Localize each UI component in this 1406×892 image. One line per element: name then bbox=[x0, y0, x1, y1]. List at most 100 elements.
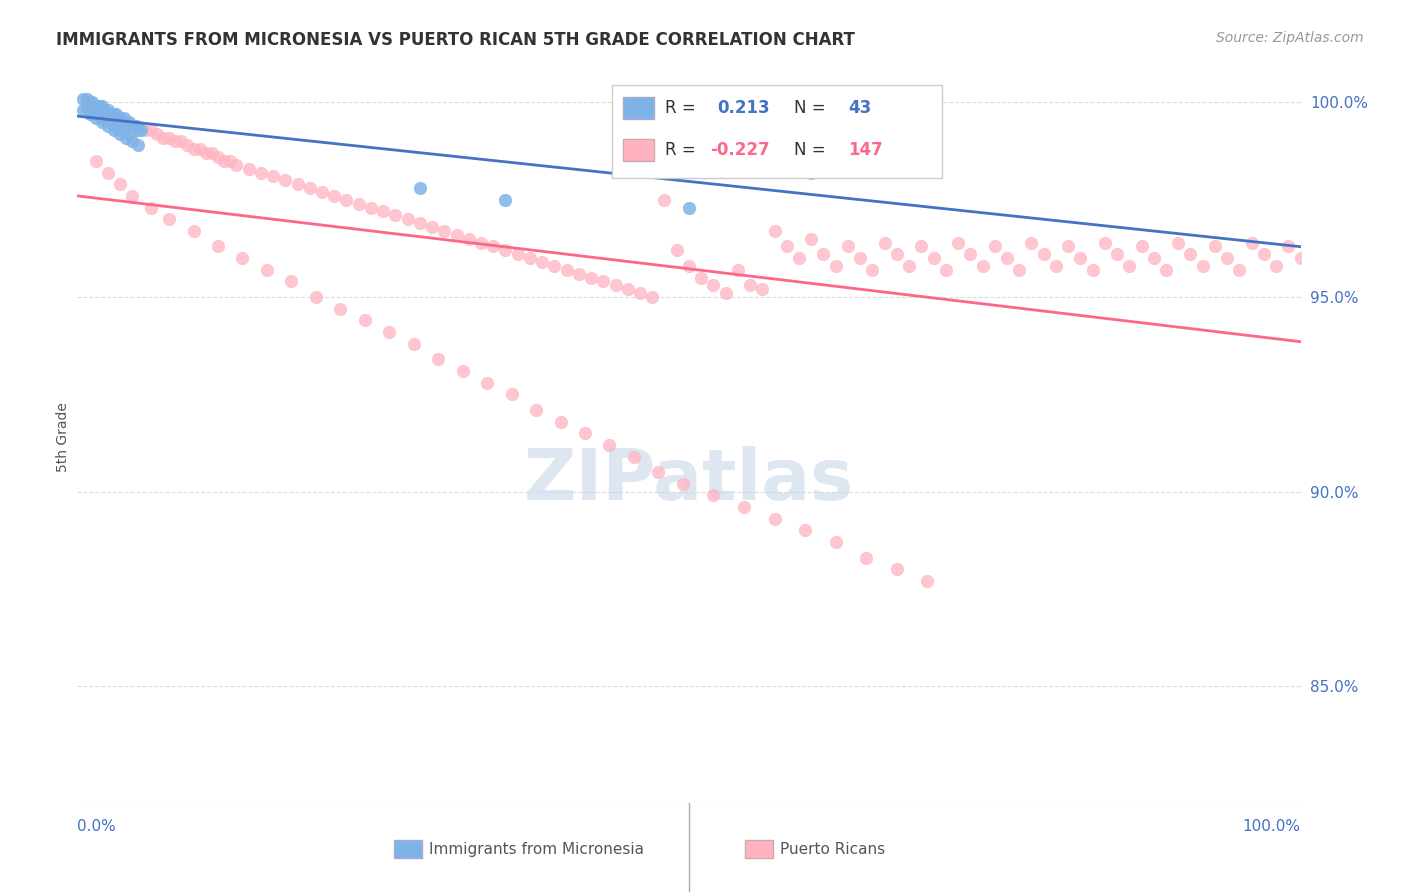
Point bbox=[409, 216, 432, 230]
Point bbox=[787, 251, 810, 265]
Point bbox=[501, 387, 523, 401]
Point bbox=[93, 111, 115, 125]
Point bbox=[212, 153, 235, 168]
Point bbox=[641, 290, 664, 304]
Point bbox=[262, 169, 284, 184]
Point bbox=[371, 204, 394, 219]
Point bbox=[813, 247, 835, 261]
Point bbox=[433, 224, 456, 238]
Point bbox=[617, 282, 640, 296]
Point bbox=[90, 115, 112, 129]
Point bbox=[219, 153, 242, 168]
Point bbox=[84, 99, 107, 113]
Text: 0.213: 0.213 bbox=[717, 99, 769, 117]
Point bbox=[176, 138, 198, 153]
Point bbox=[97, 165, 120, 179]
Point bbox=[495, 244, 517, 258]
Point bbox=[100, 115, 122, 129]
Point bbox=[1167, 235, 1189, 250]
Point bbox=[80, 95, 103, 110]
Point bbox=[1204, 239, 1226, 253]
Point bbox=[740, 278, 762, 293]
Point bbox=[1032, 247, 1054, 261]
Point bbox=[647, 465, 669, 479]
Point bbox=[506, 247, 529, 261]
Point bbox=[89, 107, 111, 121]
Point bbox=[1143, 251, 1166, 265]
Point bbox=[84, 111, 107, 125]
Point bbox=[89, 107, 111, 121]
Text: R =: R = bbox=[665, 141, 696, 159]
Point bbox=[800, 232, 823, 246]
Point bbox=[396, 212, 419, 227]
Point bbox=[152, 130, 174, 145]
Point bbox=[824, 259, 846, 273]
Point bbox=[112, 115, 135, 129]
Point bbox=[335, 193, 357, 207]
Text: R =: R = bbox=[665, 99, 696, 117]
Point bbox=[100, 111, 122, 125]
Point bbox=[1069, 251, 1091, 265]
Point bbox=[482, 239, 505, 253]
Point bbox=[598, 438, 620, 452]
Point bbox=[794, 524, 817, 538]
Point bbox=[76, 92, 98, 106]
Point bbox=[112, 122, 135, 136]
Point bbox=[946, 235, 969, 250]
Point bbox=[1081, 262, 1104, 277]
Point bbox=[470, 235, 492, 250]
Point bbox=[984, 239, 1007, 253]
Point bbox=[1008, 262, 1031, 277]
Point bbox=[1289, 251, 1312, 265]
Point bbox=[103, 122, 125, 136]
Point bbox=[550, 415, 572, 429]
Point bbox=[623, 450, 645, 464]
Point bbox=[80, 103, 103, 118]
Point bbox=[1191, 259, 1213, 273]
Y-axis label: 5th Grade: 5th Grade bbox=[56, 402, 70, 472]
Point bbox=[402, 336, 425, 351]
Point bbox=[898, 259, 921, 273]
Point bbox=[287, 177, 309, 191]
Point bbox=[165, 135, 187, 149]
Point bbox=[183, 142, 205, 156]
Point bbox=[76, 103, 98, 118]
Point bbox=[121, 135, 143, 149]
Point bbox=[323, 189, 346, 203]
Point bbox=[1107, 247, 1129, 261]
Point bbox=[524, 402, 547, 417]
Point bbox=[118, 119, 141, 133]
Text: 43: 43 bbox=[848, 99, 872, 117]
Point bbox=[97, 119, 120, 133]
Text: Source: ZipAtlas.com: Source: ZipAtlas.com bbox=[1216, 31, 1364, 45]
Point bbox=[79, 95, 101, 110]
Point bbox=[128, 122, 150, 136]
Point bbox=[1240, 235, 1263, 250]
Point bbox=[97, 103, 120, 118]
Point bbox=[146, 127, 169, 141]
Text: N =: N = bbox=[794, 99, 825, 117]
Point bbox=[118, 127, 141, 141]
Point bbox=[72, 92, 94, 106]
Text: IMMIGRANTS FROM MICRONESIA VS PUERTO RICAN 5TH GRADE CORRELATION CHART: IMMIGRANTS FROM MICRONESIA VS PUERTO RIC… bbox=[56, 31, 855, 49]
Text: N =: N = bbox=[794, 141, 825, 159]
Point bbox=[714, 286, 737, 301]
Point bbox=[105, 107, 128, 121]
Point bbox=[776, 239, 799, 253]
Point bbox=[93, 111, 115, 125]
Point bbox=[959, 247, 981, 261]
Point bbox=[207, 150, 229, 164]
Text: 100.0%: 100.0% bbox=[1243, 820, 1301, 834]
Point bbox=[1057, 239, 1080, 253]
Point bbox=[112, 111, 135, 125]
Point bbox=[678, 201, 700, 215]
Point bbox=[935, 262, 957, 277]
Point bbox=[225, 158, 247, 172]
Point bbox=[427, 352, 450, 367]
Point bbox=[702, 278, 724, 293]
Point bbox=[207, 239, 229, 253]
Point bbox=[250, 165, 273, 179]
Point bbox=[183, 224, 205, 238]
Point bbox=[256, 262, 278, 277]
Point bbox=[1253, 247, 1275, 261]
